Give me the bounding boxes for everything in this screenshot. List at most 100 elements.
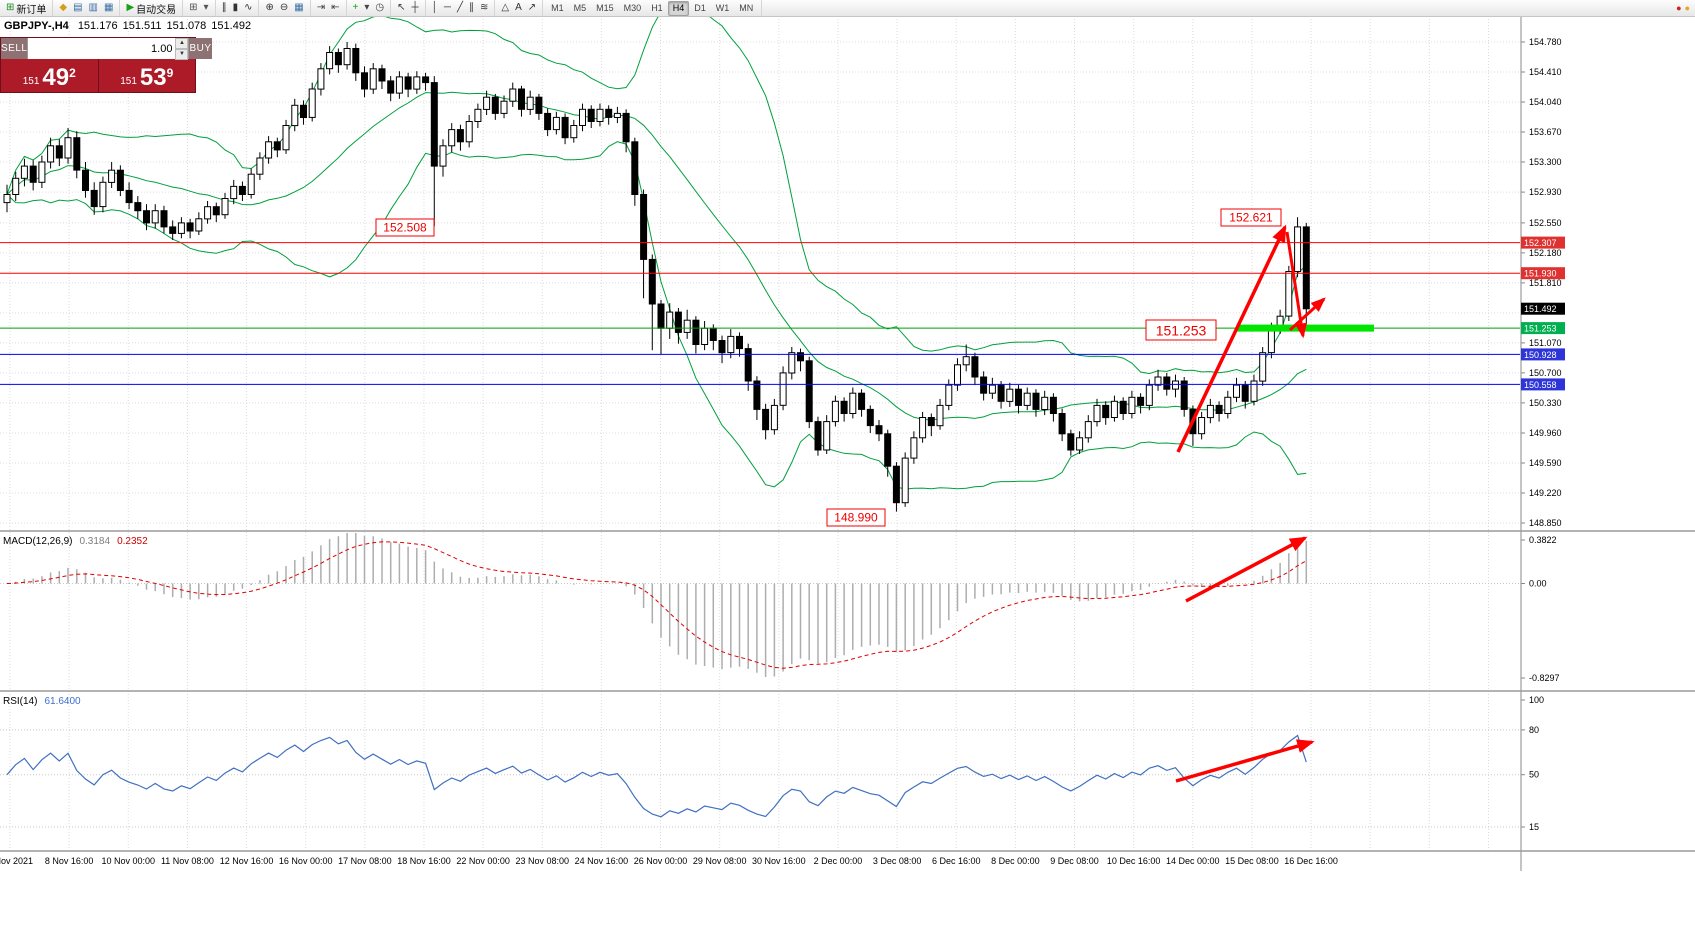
- price-tick-label: 154.410: [1529, 67, 1562, 77]
- candle: [143, 204, 150, 231]
- candle: [64, 128, 72, 164]
- price-tick-label: 148.850: [1529, 518, 1562, 528]
- volume-down-button[interactable]: ▼: [175, 49, 189, 60]
- tile-windows-button[interactable]: ▦: [291, 1, 306, 15]
- timeframe-mn-button[interactable]: MN: [739, 2, 754, 13]
- price-tick-label: 149.960: [1529, 428, 1562, 438]
- trend-arrow[interactable]: [1288, 297, 1326, 332]
- terminal-button[interactable]: ▦: [101, 1, 116, 15]
- horizontal-line-button[interactable]: ─: [441, 1, 454, 15]
- auto-scroll-button[interactable]: ⇥: [314, 1, 328, 15]
- price-scale[interactable]: 154.780 154.410 154.040 153.670 153.300 152.9…: [1520, 16, 1695, 935]
- price-level-badge-label: 150.928: [1524, 350, 1557, 360]
- trend-arrow[interactable]: [1175, 739, 1315, 783]
- timeframe-h4-button[interactable]: H4: [667, 0, 690, 16]
- candle: [552, 111, 560, 135]
- market-watch-button[interactable]: ◆: [56, 1, 70, 15]
- timeframe-group: M1 M5 M15 M30 H1 H4 D1 W1 MN: [543, 0, 763, 16]
- price-annotation[interactable]: 151.253: [1145, 319, 1217, 341]
- chart-shift-button[interactable]: ⇤: [328, 1, 342, 15]
- line-chart-button[interactable]: ∿: [241, 1, 255, 15]
- macd-indicator-label: MACD(12,26,9) 0.3184 0.2352: [3, 536, 148, 547]
- ohlc-bars-button[interactable]: ∥: [219, 1, 230, 15]
- templates-icon: ◷: [375, 2, 385, 13]
- price-annotation-label: 151.253: [1156, 323, 1207, 339]
- price-annotation[interactable]: 152.621: [1220, 208, 1282, 227]
- candle: [666, 303, 674, 339]
- bollinger-lower-line: [6, 141, 1307, 490]
- time-scale[interactable]: 5 Nov 2021 8 Nov 16:00 10 Nov 00:00 11 Nov …: [0, 856, 1338, 866]
- alert-icon[interactable]: ●: [1676, 3, 1682, 13]
- new-chart-button[interactable]: ⊞: [186, 1, 200, 15]
- templates-button[interactable]: ◷: [372, 1, 387, 15]
- arrows-button[interactable]: ↗: [525, 1, 539, 15]
- timeframe-m5-button[interactable]: M5: [573, 2, 587, 13]
- news-icon[interactable]: ●: [1684, 3, 1690, 13]
- current-price-badge: [1521, 302, 1565, 315]
- timeframe-m1-button[interactable]: M1: [551, 2, 564, 13]
- volume-input[interactable]: [28, 38, 176, 59]
- cursor-icon: ↖: [397, 2, 406, 13]
- crosshair-button[interactable]: ┼: [409, 1, 422, 15]
- data-window-button[interactable]: ▤: [70, 1, 85, 15]
- indicators-button[interactable]: +: [350, 1, 362, 15]
- timeframe-w1-button[interactable]: W1: [715, 2, 730, 13]
- price-annotation-label: 148.990: [834, 511, 878, 525]
- price-annotation[interactable]: 152.508: [375, 218, 435, 237]
- time-tick-label: 14 Dec 00:00: [1166, 856, 1220, 866]
- ohlc-high: 151.511: [122, 20, 162, 32]
- autotrading-button[interactable]: ▶ 自动交易: [123, 1, 179, 16]
- candle: [1119, 397, 1127, 420]
- shapes-button[interactable]: △: [498, 1, 512, 15]
- channel-button[interactable]: ∥: [466, 1, 477, 15]
- volume-up-button[interactable]: ▲: [175, 38, 189, 49]
- new-order-label: 新订单: [16, 4, 47, 16]
- timeframe-d1-button[interactable]: D1: [694, 2, 706, 13]
- price-annotation-label: 152.508: [383, 221, 427, 235]
- navigator-button[interactable]: ▥: [86, 1, 101, 15]
- candle: [456, 124, 464, 151]
- price-annotation[interactable]: 148.990: [826, 508, 886, 527]
- bid-price[interactable]: 151 49 2: [1, 59, 99, 92]
- arrows-icon: ↗: [527, 2, 537, 13]
- text-button[interactable]: A: [512, 1, 525, 15]
- rsi-line: [6, 734, 1307, 818]
- candle: [343, 42, 351, 70]
- trendline-icon: ╱: [456, 2, 463, 13]
- buy-button[interactable]: BUY: [189, 38, 212, 59]
- fibonacci-button[interactable]: ≋: [477, 1, 491, 15]
- new-order-button[interactable]: ⊞ 新订单: [3, 1, 49, 16]
- zoom-in-button[interactable]: ⊕: [262, 1, 276, 15]
- terminal-icon: ▦: [104, 2, 114, 13]
- candlestick-button[interactable]: ▮: [230, 1, 242, 15]
- trendline-button[interactable]: ╱: [454, 1, 466, 15]
- candle: [892, 462, 900, 512]
- time-tick-label: 26 Nov 00:00: [634, 856, 688, 866]
- candle: [465, 115, 473, 148]
- candle: [753, 376, 761, 420]
- trend-arrow[interactable]: [1185, 536, 1308, 603]
- macd-signal-line: [6, 541, 1307, 669]
- timeframe-m30-button[interactable]: M30: [623, 2, 642, 13]
- trend-arrow[interactable]: [1176, 224, 1287, 453]
- timeframe-m15-button[interactable]: M15: [596, 2, 614, 13]
- zoom-out-button[interactable]: ⊖: [277, 1, 291, 15]
- sell-button[interactable]: SELL: [1, 38, 28, 59]
- periods-button[interactable]: ▾: [361, 1, 372, 15]
- profiles-button[interactable]: ▾: [201, 1, 212, 15]
- candle: [901, 452, 909, 507]
- ask-pip-digit: 9: [166, 66, 174, 80]
- timeframe-h1-button[interactable]: H1: [651, 2, 663, 13]
- vertical-line-button[interactable]: │: [429, 1, 441, 15]
- rsi-tick-label: 50: [1529, 770, 1539, 780]
- candle: [395, 71, 403, 99]
- vertical-line-icon: │: [431, 2, 438, 13]
- ask-price[interactable]: 151 53 9: [99, 59, 196, 92]
- candle: [875, 420, 883, 442]
- cursor-button[interactable]: ↖: [394, 1, 408, 15]
- candle: [674, 308, 682, 344]
- time-tick-label: 16 Nov 00:00: [279, 856, 333, 866]
- highlighted-level-segment[interactable]: [1237, 324, 1374, 332]
- price-level-badge: [1521, 322, 1565, 335]
